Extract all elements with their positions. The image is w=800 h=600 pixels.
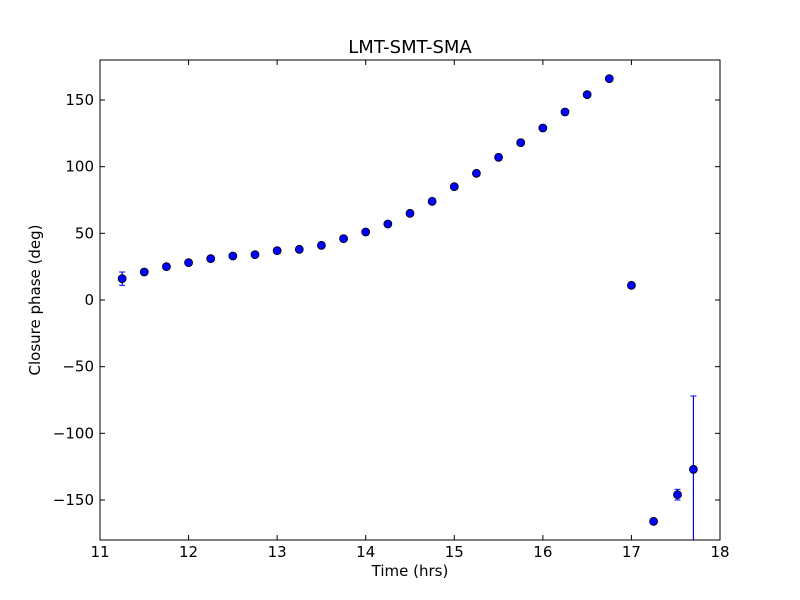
- data-point: [272, 246, 282, 256]
- data-point: [139, 267, 149, 277]
- data-point: [494, 152, 503, 162]
- x-tick-label: 14: [356, 543, 375, 561]
- data-marks: [117, 74, 698, 540]
- data-point: [427, 196, 437, 206]
- data-point: [689, 464, 698, 474]
- data-point: [317, 240, 326, 250]
- data-point: [250, 250, 260, 260]
- x-tick-label: 13: [268, 543, 287, 561]
- x-tick-label: 16: [533, 543, 552, 561]
- x-tick-label: 17: [622, 543, 641, 561]
- y-axis-label: Closure phase (deg): [26, 225, 44, 376]
- data-point: [604, 74, 614, 84]
- y-tick-label: 100: [65, 158, 94, 176]
- y-tick-label: −100: [53, 424, 94, 442]
- plot-frame: [99, 59, 721, 541]
- data-point: [339, 234, 348, 244]
- data-point: [383, 219, 393, 229]
- y-tick-label: −50: [62, 358, 94, 376]
- x-tick-label: 12: [179, 543, 198, 561]
- data-point: [162, 262, 171, 272]
- data-point: [361, 227, 371, 237]
- data-point: [673, 490, 682, 500]
- y-tick-label: 0: [84, 291, 94, 309]
- data-point: [538, 123, 548, 133]
- y-tick-label: 150: [65, 91, 94, 109]
- chart-title: LMT-SMT-SMA: [348, 37, 472, 58]
- data-point: [117, 274, 127, 284]
- data-point: [649, 516, 658, 526]
- y-tick-label: 50: [75, 224, 94, 242]
- x-tick-label: 15: [445, 543, 464, 561]
- axis-ticks: 11 12 13 14 15 16 17 18 −150 −100 −50 0 50 100 150: [53, 60, 730, 561]
- data-point: [405, 208, 415, 218]
- data-point: [294, 244, 304, 254]
- x-tick-label: 11: [90, 543, 109, 561]
- x-axis-label: Time (hrs): [371, 562, 449, 580]
- data-point: [627, 280, 636, 290]
- y-tick-label: −150: [53, 491, 94, 509]
- data-point: [560, 107, 570, 117]
- data-point: [184, 258, 193, 268]
- data-point: [582, 90, 592, 100]
- data-point: [228, 251, 238, 261]
- data-point: [472, 168, 481, 178]
- x-tick-label: 18: [710, 543, 729, 561]
- data-point: [206, 254, 216, 264]
- data-point: [449, 182, 459, 192]
- data-point: [516, 138, 526, 148]
